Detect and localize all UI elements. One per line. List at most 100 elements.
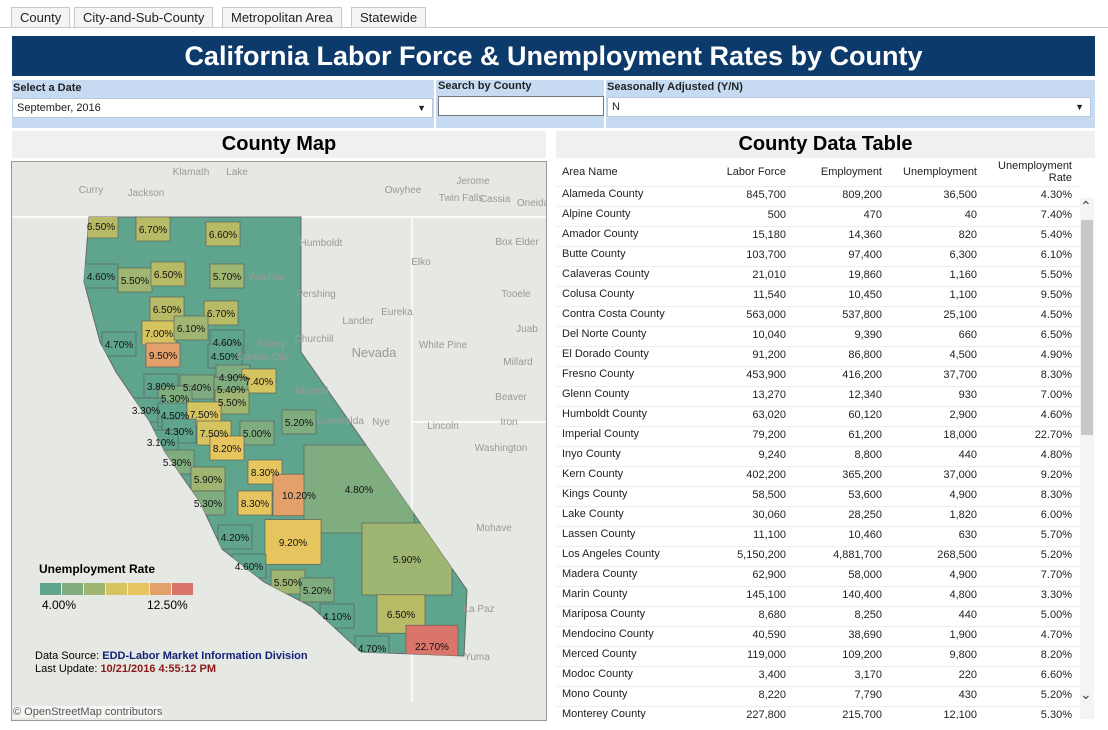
county-rate-label: 5.50% xyxy=(274,578,302,589)
table-value: 9,390 xyxy=(854,329,882,341)
place-name: Nye xyxy=(372,417,390,428)
column-header: Employment xyxy=(820,166,882,178)
table-value: 4,800 xyxy=(949,589,977,601)
tab[interactable]: City-and-Sub-County xyxy=(74,7,214,28)
row-divider xyxy=(556,666,1080,667)
county-shape xyxy=(173,315,209,341)
row-divider xyxy=(556,546,1080,547)
tab[interactable]: Metropolitan Area xyxy=(222,7,342,28)
county-rate-label: 6.70% xyxy=(207,309,235,320)
area-name: Los Angeles County xyxy=(562,548,660,560)
table-value: 365,200 xyxy=(842,469,882,481)
table-value: 4,900 xyxy=(949,569,977,581)
place-name: Humboldt xyxy=(300,238,343,249)
county-rate-label: 4.70% xyxy=(105,340,133,351)
table-value: 119,000 xyxy=(747,649,786,661)
table-value: 227,800 xyxy=(746,709,786,719)
table-value: 9,240 xyxy=(758,449,786,461)
county-rate-label: 3.30% xyxy=(132,406,160,417)
row-divider xyxy=(556,686,1080,687)
area-name: Inyo County xyxy=(562,448,621,460)
place-name: Oneida xyxy=(517,198,547,209)
sa-dropdown[interactable]: N ▼ xyxy=(607,97,1091,117)
county-rate-label: 9.20% xyxy=(279,538,307,549)
section-title: County Data Table xyxy=(738,133,913,155)
county-rate-label: 7.50% xyxy=(190,410,218,421)
county-rate-label: 4.10% xyxy=(323,612,351,623)
table-value: 6.00% xyxy=(1040,509,1072,521)
place-name: Churchill xyxy=(295,334,334,345)
tab[interactable]: County xyxy=(11,7,71,28)
area-name: Kings County xyxy=(562,488,628,500)
row-divider xyxy=(556,486,1080,487)
scrollbar[interactable]: ⌃ ⌄ xyxy=(1080,198,1094,719)
county-rate-label: 5.30% xyxy=(163,458,191,469)
county-rate-label: 4.90% xyxy=(219,373,247,384)
county-shape xyxy=(209,435,245,461)
area-name: Lake County xyxy=(562,508,624,520)
row-divider xyxy=(556,226,1080,227)
table-value: 6.10% xyxy=(1040,249,1072,261)
table-value: 109,200 xyxy=(842,649,882,661)
table-value: 9,800 xyxy=(949,649,977,661)
area-name: Monterey County xyxy=(562,708,646,719)
table-value: 453,900 xyxy=(746,369,786,381)
scroll-down[interactable]: ⌄ xyxy=(1080,686,1092,702)
area-name: Madera County xyxy=(562,568,638,580)
area-name: Calaveras County xyxy=(562,268,650,280)
tab-rule xyxy=(0,27,1108,28)
tab[interactable]: Statewide xyxy=(351,7,427,28)
row-divider xyxy=(556,206,1080,207)
date-dropdown[interactable]: September, 2016 ▼ xyxy=(12,98,433,118)
area-name: Imperial County xyxy=(562,428,640,440)
filter-label: Search by County xyxy=(438,80,532,92)
table-value: 8.30% xyxy=(1040,369,1072,381)
legend-ramp xyxy=(40,583,193,595)
county-rate-label: 6.50% xyxy=(154,270,182,281)
table-value: 7.00% xyxy=(1040,389,1072,401)
county-shape xyxy=(145,342,181,368)
table-value: 416,200 xyxy=(842,369,882,381)
area-name: Del Norte County xyxy=(562,328,647,340)
county-rate-label: 4.70% xyxy=(358,644,386,655)
table-value: 4.80% xyxy=(1040,449,1072,461)
table-value: 5.40% xyxy=(1040,229,1072,241)
table-value: 25,100 xyxy=(943,309,977,321)
filter-label: Select a Date xyxy=(13,82,82,94)
area-name: Fresno County xyxy=(562,368,635,380)
search-input[interactable] xyxy=(438,96,604,116)
county-rate-label: 7.40% xyxy=(245,377,273,388)
table-value: 4.70% xyxy=(1040,629,1072,641)
scroll-up[interactable]: ⌃ xyxy=(1080,198,1092,214)
table-value: 140,400 xyxy=(842,589,882,601)
place-name: Esmeralda xyxy=(316,416,364,427)
table-value: 4.60% xyxy=(1040,409,1072,421)
county-rate-label: 8.20% xyxy=(213,444,241,455)
county-rate-label: 5.30% xyxy=(194,499,222,510)
table-value: 79,200 xyxy=(752,429,786,441)
place-name: Curry xyxy=(79,185,103,196)
county-shape xyxy=(209,263,245,289)
section-title: County Map xyxy=(221,133,337,155)
table-value: 4,881,700 xyxy=(833,549,882,561)
county-rate-label: 4.50% xyxy=(211,352,239,363)
table-value: 97,400 xyxy=(848,249,882,261)
county-rate-label: 5.20% xyxy=(285,418,313,429)
county-rate-label: 7.50% xyxy=(200,429,228,440)
area-name: Merced County xyxy=(562,648,637,660)
county-shape xyxy=(239,420,275,446)
scroll-thumb[interactable] xyxy=(1081,220,1093,435)
table-value: 60,120 xyxy=(848,409,882,421)
legend-swatch xyxy=(62,583,83,595)
dropdown-value: N xyxy=(612,101,620,113)
map-attribution: © OpenStreetMap contributors xyxy=(13,706,163,718)
table-value: 8,220 xyxy=(758,689,786,701)
county-rate-label: 5.30% xyxy=(161,394,189,405)
table-value: 4,500 xyxy=(949,349,977,361)
row-divider xyxy=(556,346,1080,347)
county-rate-label: 5.20% xyxy=(303,586,331,597)
row-divider xyxy=(556,626,1080,627)
source-link[interactable]: EDD-Labor Market Information Division xyxy=(102,650,308,662)
table-value: 8,250 xyxy=(854,609,882,621)
county-shape xyxy=(84,263,119,289)
